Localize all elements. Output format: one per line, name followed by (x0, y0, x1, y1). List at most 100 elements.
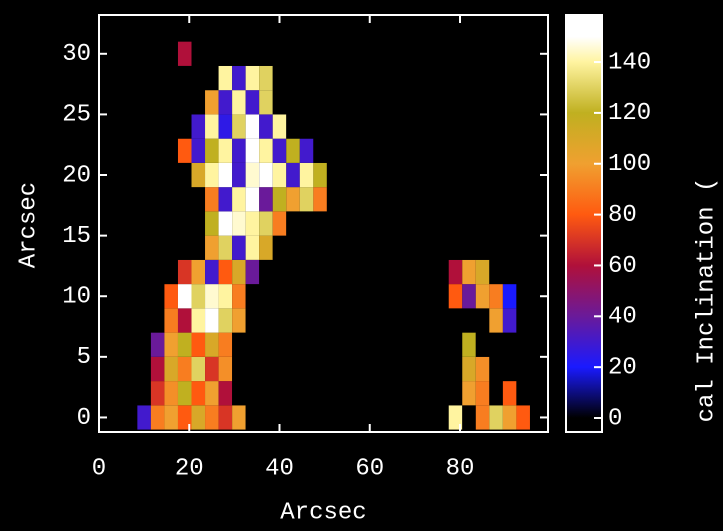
heat-cell (313, 65, 327, 91)
heat-cell (516, 405, 530, 430)
heat-cell (272, 114, 287, 139)
heat-cell (137, 90, 151, 115)
heat-cell (489, 187, 503, 212)
heat-cell (475, 90, 490, 115)
heat-cell (326, 211, 341, 236)
heat-cell (164, 211, 178, 236)
heat-cell (381, 259, 395, 285)
heat-cell (205, 259, 219, 285)
heat-cell (462, 356, 476, 382)
heat-cell (326, 138, 341, 163)
heat-cell (191, 235, 206, 260)
heat-cell (367, 65, 382, 91)
heat-cell (232, 259, 246, 285)
heat-cell (232, 332, 246, 357)
heat-cell (408, 41, 422, 66)
heat-cell (177, 138, 192, 163)
heat-cell (381, 162, 395, 188)
heat-cell (164, 284, 178, 309)
heat-cell (462, 187, 476, 212)
heat-cell (218, 90, 233, 115)
heat-cell (353, 381, 368, 406)
heat-cell (475, 405, 490, 430)
heat-cell (164, 381, 178, 406)
heat-cell (435, 284, 449, 309)
heat-cell (272, 308, 287, 333)
heat-cell (326, 114, 341, 139)
heat-cell (381, 332, 395, 357)
heat-cell (191, 405, 206, 430)
heat-cell (150, 162, 165, 188)
heat-cell (218, 381, 233, 406)
heat-cell (394, 381, 409, 406)
heat-cell (326, 284, 341, 309)
heat-cell (489, 162, 503, 188)
heat-cell (137, 381, 151, 406)
heat-cell (448, 308, 463, 333)
heat-cell (326, 65, 341, 91)
heat-cell (177, 356, 192, 382)
heat-cell (353, 162, 368, 188)
heat-cell (177, 211, 192, 236)
heat-cell (286, 308, 300, 333)
heat-cell (475, 138, 490, 163)
heat-cell (245, 65, 260, 91)
heat-cell (340, 235, 354, 260)
heat-cell (272, 356, 287, 382)
y-tick-label: 25 (62, 102, 91, 129)
heat-cell (435, 308, 449, 333)
heat-cell (218, 138, 233, 163)
heat-cell (299, 356, 314, 382)
y-tick-label: 15 (62, 223, 91, 250)
heat-cell (137, 356, 151, 382)
heat-cell (299, 381, 314, 406)
x-tick-label: 0 (92, 455, 106, 482)
heat-cell (272, 405, 287, 430)
heat-cell (475, 235, 490, 260)
heat-cell (489, 284, 503, 309)
heat-cell (435, 162, 449, 188)
heat-cell (421, 114, 436, 139)
heat-cell (245, 332, 260, 357)
heat-cell (164, 332, 178, 357)
heat-cell (137, 162, 151, 188)
heat-cell (340, 356, 354, 382)
heat-cell (245, 41, 260, 66)
heat-cell (259, 381, 273, 406)
heat-cell (421, 259, 436, 285)
heat-cell (408, 162, 422, 188)
heat-cell (448, 90, 463, 115)
heat-cell (435, 65, 449, 91)
heat-cell (205, 114, 219, 139)
heat-cell (367, 308, 382, 333)
heat-cell (408, 259, 422, 285)
heat-cell (394, 41, 409, 66)
heat-cell (286, 90, 300, 115)
heat-cell (177, 332, 192, 357)
heat-cell (191, 211, 206, 236)
y-tick-label: 30 (62, 41, 91, 68)
heat-cell (421, 187, 436, 212)
heat-cell (340, 114, 354, 139)
heat-cell (299, 405, 314, 430)
heat-cell (435, 356, 449, 382)
heat-cell (205, 65, 219, 91)
x-axis-label: Arcsec (280, 499, 366, 526)
heat-cell (299, 332, 314, 357)
heat-cell (340, 90, 354, 115)
heat-cell (435, 90, 449, 115)
heat-cell (205, 138, 219, 163)
heat-cell (489, 405, 503, 430)
heat-cell (475, 211, 490, 236)
heat-cell (502, 356, 517, 382)
heat-cell (516, 381, 530, 406)
heat-cell (502, 114, 517, 139)
heat-cell (272, 332, 287, 357)
heat-cell (421, 65, 436, 91)
heat-cell (232, 65, 246, 91)
heat-cell (502, 381, 517, 406)
heat-cell (259, 259, 273, 285)
heat-cell (516, 284, 530, 309)
heat-cell (286, 138, 300, 163)
heat-cell (259, 211, 273, 236)
